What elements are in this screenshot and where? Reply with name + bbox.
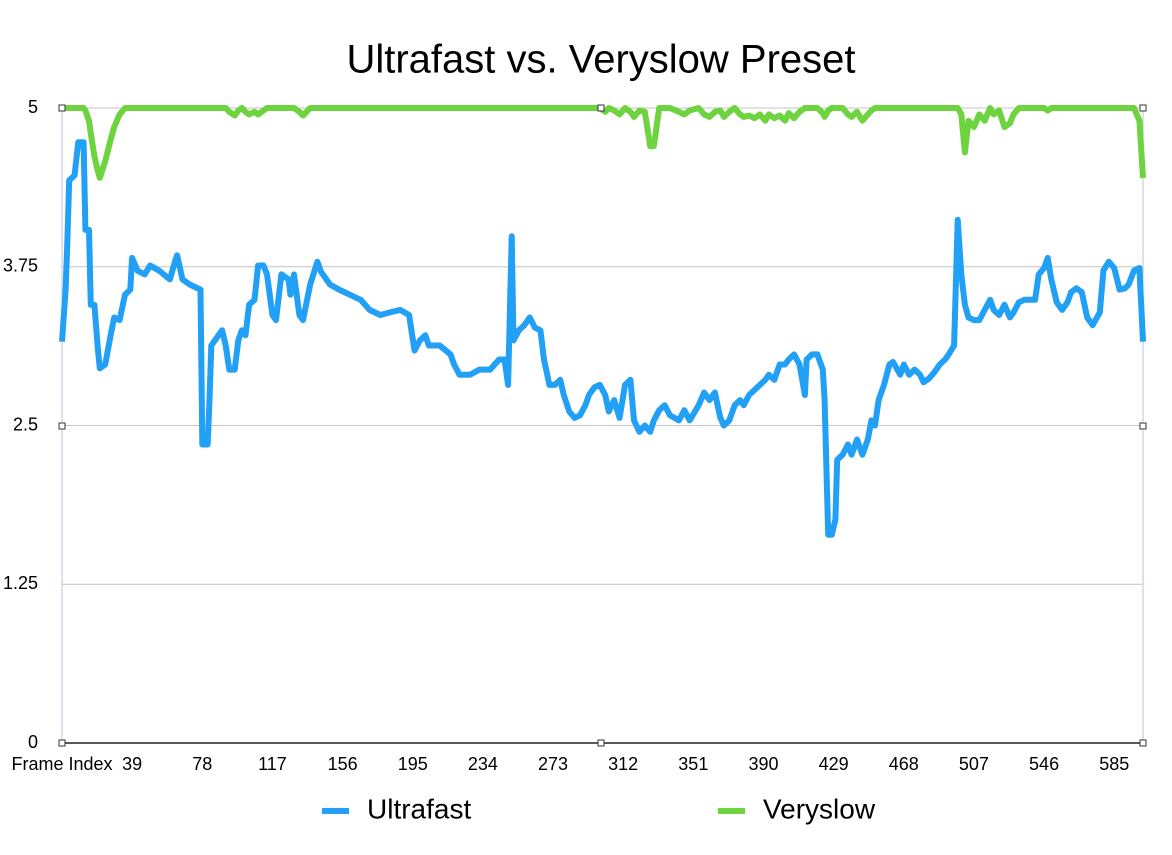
chart-title: Ultrafast vs. Veryslow Preset <box>346 38 855 82</box>
x-tick-label: 351 <box>678 754 708 774</box>
y-tick-label: 1.25 <box>3 573 38 593</box>
x-tick-label: 273 <box>538 754 568 774</box>
x-tick-label: 234 <box>468 754 498 774</box>
selection-handle <box>58 104 66 112</box>
y-tick-label: 0 <box>28 732 38 752</box>
x-tick-label: 156 <box>328 754 358 774</box>
x-tick-label: 312 <box>608 754 638 774</box>
x-tick-label: 585 <box>1099 754 1129 774</box>
legend-label: Veryslow <box>763 793 876 824</box>
x-tick-label: 117 <box>258 754 287 774</box>
selection-handle <box>58 422 66 430</box>
y-tick-label: 5 <box>28 97 38 117</box>
selection-handle <box>58 739 66 747</box>
x-tick-label: 468 <box>889 754 919 774</box>
y-tick-label: 2.5 <box>13 414 38 434</box>
selection-handle <box>1139 739 1147 747</box>
selection-handle <box>1139 422 1147 430</box>
x-tick-label: 429 <box>819 754 849 774</box>
selection-handle <box>597 739 605 747</box>
x-tick-label: 390 <box>748 754 778 774</box>
x-tick-label: 195 <box>398 754 428 774</box>
x-tick-label: 546 <box>1029 754 1059 774</box>
y-tick-label: 3.75 <box>3 256 38 276</box>
selection-handle <box>1139 104 1147 112</box>
x-tick-label: 78 <box>192 754 212 774</box>
x-tick-label: 507 <box>959 754 989 774</box>
legend-label: Ultrafast <box>367 793 471 824</box>
x-tick-label: 39 <box>122 754 142 774</box>
x-tick-label: Frame Index <box>11 754 112 774</box>
selection-handle <box>597 104 605 112</box>
data-line <box>59 139 1146 538</box>
data-line <box>62 105 1146 181</box>
